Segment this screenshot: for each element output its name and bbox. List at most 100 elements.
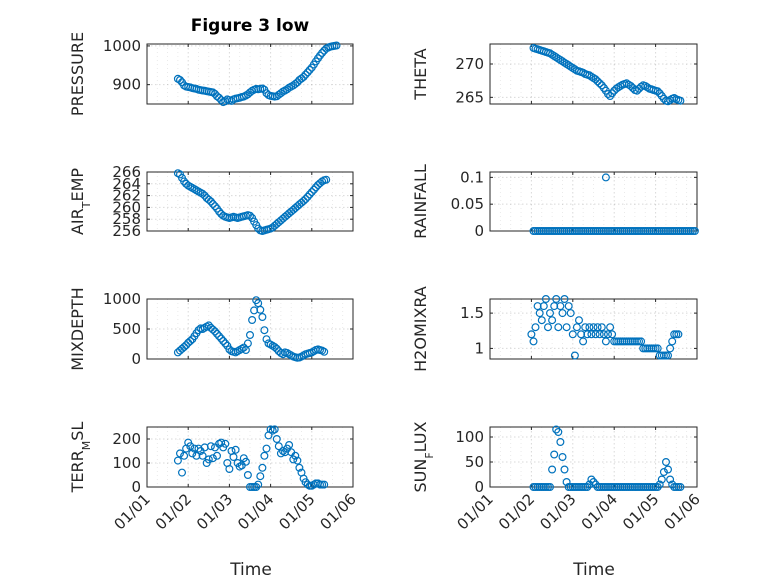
data-point-h2omixra: [537, 316, 546, 325]
y-tick-label: 200: [112, 430, 141, 448]
data-point-air_temp: [200, 191, 209, 200]
data-point-air_temp: [211, 202, 220, 211]
data-point-mixdepth: [213, 329, 222, 338]
data-point-h2omixra: [601, 337, 610, 346]
data-point-h2omixra: [589, 323, 598, 332]
data-point-theta: [626, 81, 635, 90]
y-tick-label: 262: [112, 187, 141, 205]
data-point-mixdepth: [186, 337, 195, 346]
data-point-terr_msl: [217, 438, 226, 447]
data-point-air_temp: [311, 183, 320, 192]
data-point-sun_flux: [552, 425, 561, 434]
y-tick-label: 1: [474, 339, 484, 357]
y-tick-label: 258: [112, 210, 141, 228]
y-tick-label: 1000: [103, 37, 141, 55]
data-point-sun_flux: [589, 478, 598, 487]
data-point-h2omixra: [535, 309, 544, 318]
data-point-h2omixra: [529, 337, 538, 346]
data-point-pressure: [332, 41, 341, 50]
data-point-terr_msl: [188, 449, 197, 458]
data-point-h2omixra: [585, 323, 594, 332]
subplot-h2omixra: 1 1.5 H2OMIXRA: [411, 286, 698, 372]
data-point-sun_flux: [657, 475, 666, 484]
data-point-sun_flux: [653, 483, 662, 492]
data-point-sun_flux: [562, 478, 571, 487]
data-point-pressure: [303, 68, 312, 77]
data-point-terr_msl: [276, 449, 285, 458]
data-point-theta: [595, 79, 604, 88]
data-point-h2omixra: [593, 323, 602, 332]
x-axis-label-left: Time: [229, 560, 272, 580]
x-tick-label: 01/06: [317, 490, 360, 533]
data-point-mixdepth: [219, 337, 228, 346]
data-point-h2omixra: [558, 309, 567, 318]
data-point-theta: [603, 89, 612, 98]
data-point-pressure: [246, 88, 255, 97]
data-point-h2omixra: [564, 302, 573, 311]
data-point-sun_flux: [554, 428, 563, 437]
data-point-h2omixra: [595, 330, 604, 339]
data-point-h2omixra: [608, 330, 617, 339]
data-point-sun_flux: [550, 450, 559, 459]
data-point-pressure: [283, 85, 292, 94]
data-point-h2omixra: [568, 330, 577, 339]
data-point-h2omixra: [663, 351, 672, 360]
data-point-mixdepth: [260, 326, 269, 335]
data-point-sun_flux: [560, 465, 569, 474]
data-point-mixdepth: [217, 334, 226, 343]
data-point-sun_flux: [661, 458, 670, 467]
data-point-terr_msl: [178, 468, 187, 477]
data-point-mixdepth: [270, 343, 279, 352]
data-point-terr_msl: [208, 454, 217, 463]
subplot-pressure: 900 1000 PRESSURE Figure 3 low: [68, 16, 354, 116]
y-axis-label-sun_flux: SUNFLUX: [411, 421, 436, 492]
data-point-terr_msl: [254, 480, 263, 489]
data-point-mixdepth: [221, 339, 230, 348]
data-point-mixdepth: [239, 343, 248, 352]
data-point-h2omixra: [574, 316, 583, 325]
data-point-terr_msl: [231, 445, 240, 454]
data-point-mixdepth: [258, 313, 267, 322]
data-point-theta: [585, 71, 594, 80]
data-point-air_temp: [301, 195, 310, 204]
data-point-sun_flux: [676, 483, 685, 492]
data-point-air_temp: [305, 190, 314, 199]
data-point-pressure: [318, 48, 327, 57]
data-point-terr_msl: [173, 456, 182, 465]
y-tick-label: 264: [112, 175, 141, 193]
axes-h2omixra: [489, 298, 698, 360]
y-tick-label: 256: [112, 222, 141, 240]
data-point-h2omixra: [562, 323, 571, 332]
data-point-sun_flux: [655, 480, 664, 489]
data-point-h2omixra: [554, 323, 563, 332]
data-point-sun_flux: [587, 475, 596, 484]
data-point-terr_msl: [295, 463, 304, 472]
y-tick-label: 100: [455, 428, 484, 446]
y-tick-label: 0.05: [451, 195, 484, 213]
x-tick-label: 01/02: [152, 490, 195, 533]
data-point-mixdepth: [204, 321, 213, 330]
y-axis-label-theta: THETA: [411, 48, 430, 100]
data-point-pressure: [176, 75, 185, 84]
x-tick-label: 01/04: [578, 490, 621, 533]
data-point-terr_msl: [225, 465, 234, 474]
data-point-h2omixra: [668, 337, 677, 346]
x-tick-label: 01/05: [619, 490, 662, 533]
subplot-terr_msl: 0 100 200 TERRMSL 01/0101/0201/0301/0401/050…: [68, 422, 360, 534]
data-point-sun_flux: [666, 475, 675, 484]
y-tick-label: 265: [455, 88, 484, 106]
data-point-h2omixra: [566, 309, 575, 318]
data-point-sun_flux: [583, 483, 592, 492]
data-point-terr_msl: [206, 442, 215, 451]
data-point-theta: [593, 77, 602, 86]
x-axis-label-right: Time: [572, 560, 615, 580]
data-point-theta: [545, 49, 554, 58]
data-point-terr_msl: [241, 457, 250, 466]
data-point-air_temp: [309, 185, 318, 194]
figure-title: Figure 3 low: [191, 16, 310, 36]
data-point-h2omixra: [548, 316, 557, 325]
axes-rainfall: [489, 171, 698, 232]
data-point-mixdepth: [248, 316, 257, 325]
y-tick-label: 1.5: [460, 304, 484, 322]
